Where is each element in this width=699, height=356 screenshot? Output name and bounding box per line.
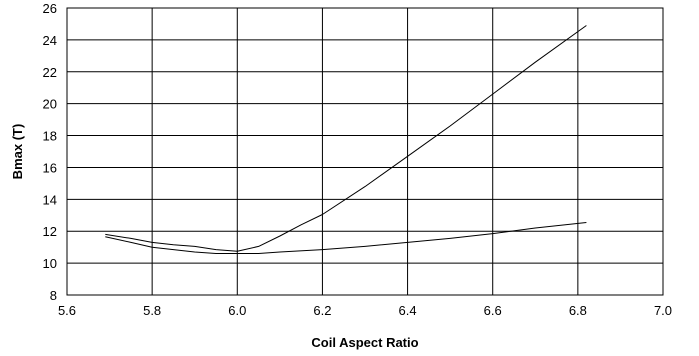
chart-grid <box>67 8 663 295</box>
y-tick-label: 24 <box>43 33 57 48</box>
x-tick-label: 5.8 <box>143 303 161 318</box>
x-tick-label: 6.4 <box>399 303 417 318</box>
x-axis-title: Coil Aspect Ratio <box>311 335 418 350</box>
x-tick-label: 6.2 <box>313 303 331 318</box>
y-tick-label: 18 <box>43 129 57 144</box>
y-tick-label: 12 <box>43 224 57 239</box>
x-tick-label: 5.6 <box>58 303 76 318</box>
y-tick-label: 16 <box>43 160 57 175</box>
y-tick-label: 26 <box>43 1 57 16</box>
x-tick-label: 7.0 <box>654 303 672 318</box>
x-tick-label: 6.8 <box>569 303 587 318</box>
x-tick-label: 6.0 <box>228 303 246 318</box>
y-tick-label: 8 <box>50 288 57 303</box>
series-line-2 <box>105 222 587 254</box>
chart-series-group <box>105 25 587 254</box>
y-tick-label: 10 <box>43 256 57 271</box>
plot-area-frame <box>66 7 664 296</box>
series-line-1 <box>105 25 587 252</box>
y-tick-label: 22 <box>43 65 57 80</box>
chart-tick-labels: 5.6 5.8 6.0 6.2 6.4 6.6 6.8 7.0 8 10 12 14 16 18 20 22 2… <box>43 1 673 318</box>
y-tick-label: 20 <box>43 97 57 112</box>
y-axis-title: Bmax (T) <box>10 124 25 180</box>
y-tick-label: 14 <box>43 192 57 207</box>
x-tick-label: 6.6 <box>484 303 502 318</box>
